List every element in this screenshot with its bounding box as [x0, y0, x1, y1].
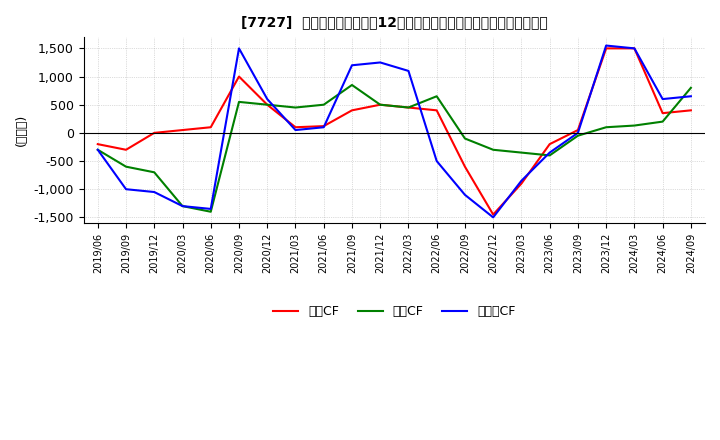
フリーCF	[545, 150, 554, 155]
営業CF	[348, 108, 356, 113]
フリーCF	[376, 60, 384, 65]
Line: フリーCF: フリーCF	[98, 46, 691, 217]
営業CF	[489, 212, 498, 217]
フリーCF	[263, 96, 271, 102]
投資CF	[687, 85, 696, 91]
投資CF	[602, 125, 611, 130]
営業CF	[687, 108, 696, 113]
投資CF	[122, 164, 130, 169]
フリーCF	[235, 46, 243, 51]
投資CF	[658, 119, 667, 124]
フリーCF	[122, 187, 130, 192]
Title: [7727]  キャッシュフローの12か月移動合計の対前年同期増減額の推移: [7727] キャッシュフローの12か月移動合計の対前年同期増減額の推移	[241, 15, 548, 29]
フリーCF	[320, 125, 328, 130]
投資CF	[94, 147, 102, 152]
営業CF	[235, 74, 243, 79]
投資CF	[433, 94, 441, 99]
営業CF	[658, 110, 667, 116]
フリーCF	[630, 46, 639, 51]
フリーCF	[658, 96, 667, 102]
営業CF	[461, 164, 469, 169]
投資CF	[178, 203, 186, 209]
投資CF	[263, 102, 271, 107]
Y-axis label: (百万円): (百万円)	[15, 114, 28, 146]
フリーCF	[574, 130, 582, 136]
営業CF	[630, 46, 639, 51]
投資CF	[461, 136, 469, 141]
営業CF	[602, 46, 611, 51]
投資CF	[207, 209, 215, 214]
フリーCF	[461, 192, 469, 198]
フリーCF	[433, 158, 441, 164]
営業CF	[376, 102, 384, 107]
営業CF	[263, 102, 271, 107]
営業CF	[150, 130, 158, 136]
投資CF	[574, 133, 582, 138]
営業CF	[545, 142, 554, 147]
営業CF	[291, 125, 300, 130]
営業CF	[404, 105, 413, 110]
投資CF	[235, 99, 243, 105]
投資CF	[320, 102, 328, 107]
フリーCF	[348, 62, 356, 68]
投資CF	[489, 147, 498, 152]
フリーCF	[687, 94, 696, 99]
営業CF	[517, 181, 526, 186]
Line: 営業CF: 営業CF	[98, 48, 691, 215]
投資CF	[150, 170, 158, 175]
投資CF	[291, 105, 300, 110]
投資CF	[630, 123, 639, 128]
フリーCF	[207, 206, 215, 212]
Legend: 営業CF, 投資CF, フリーCF: 営業CF, 投資CF, フリーCF	[268, 300, 521, 323]
投資CF	[545, 153, 554, 158]
フリーCF	[404, 68, 413, 73]
フリーCF	[94, 147, 102, 152]
フリーCF	[602, 43, 611, 48]
投資CF	[376, 102, 384, 107]
Line: 投資CF: 投資CF	[98, 85, 691, 212]
フリーCF	[178, 203, 186, 209]
営業CF	[207, 125, 215, 130]
フリーCF	[489, 215, 498, 220]
営業CF	[574, 128, 582, 133]
フリーCF	[150, 189, 158, 194]
営業CF	[433, 108, 441, 113]
フリーCF	[517, 178, 526, 183]
営業CF	[122, 147, 130, 152]
投資CF	[404, 105, 413, 110]
投資CF	[517, 150, 526, 155]
投資CF	[348, 82, 356, 88]
営業CF	[178, 128, 186, 133]
フリーCF	[291, 128, 300, 133]
営業CF	[320, 124, 328, 129]
営業CF	[94, 142, 102, 147]
